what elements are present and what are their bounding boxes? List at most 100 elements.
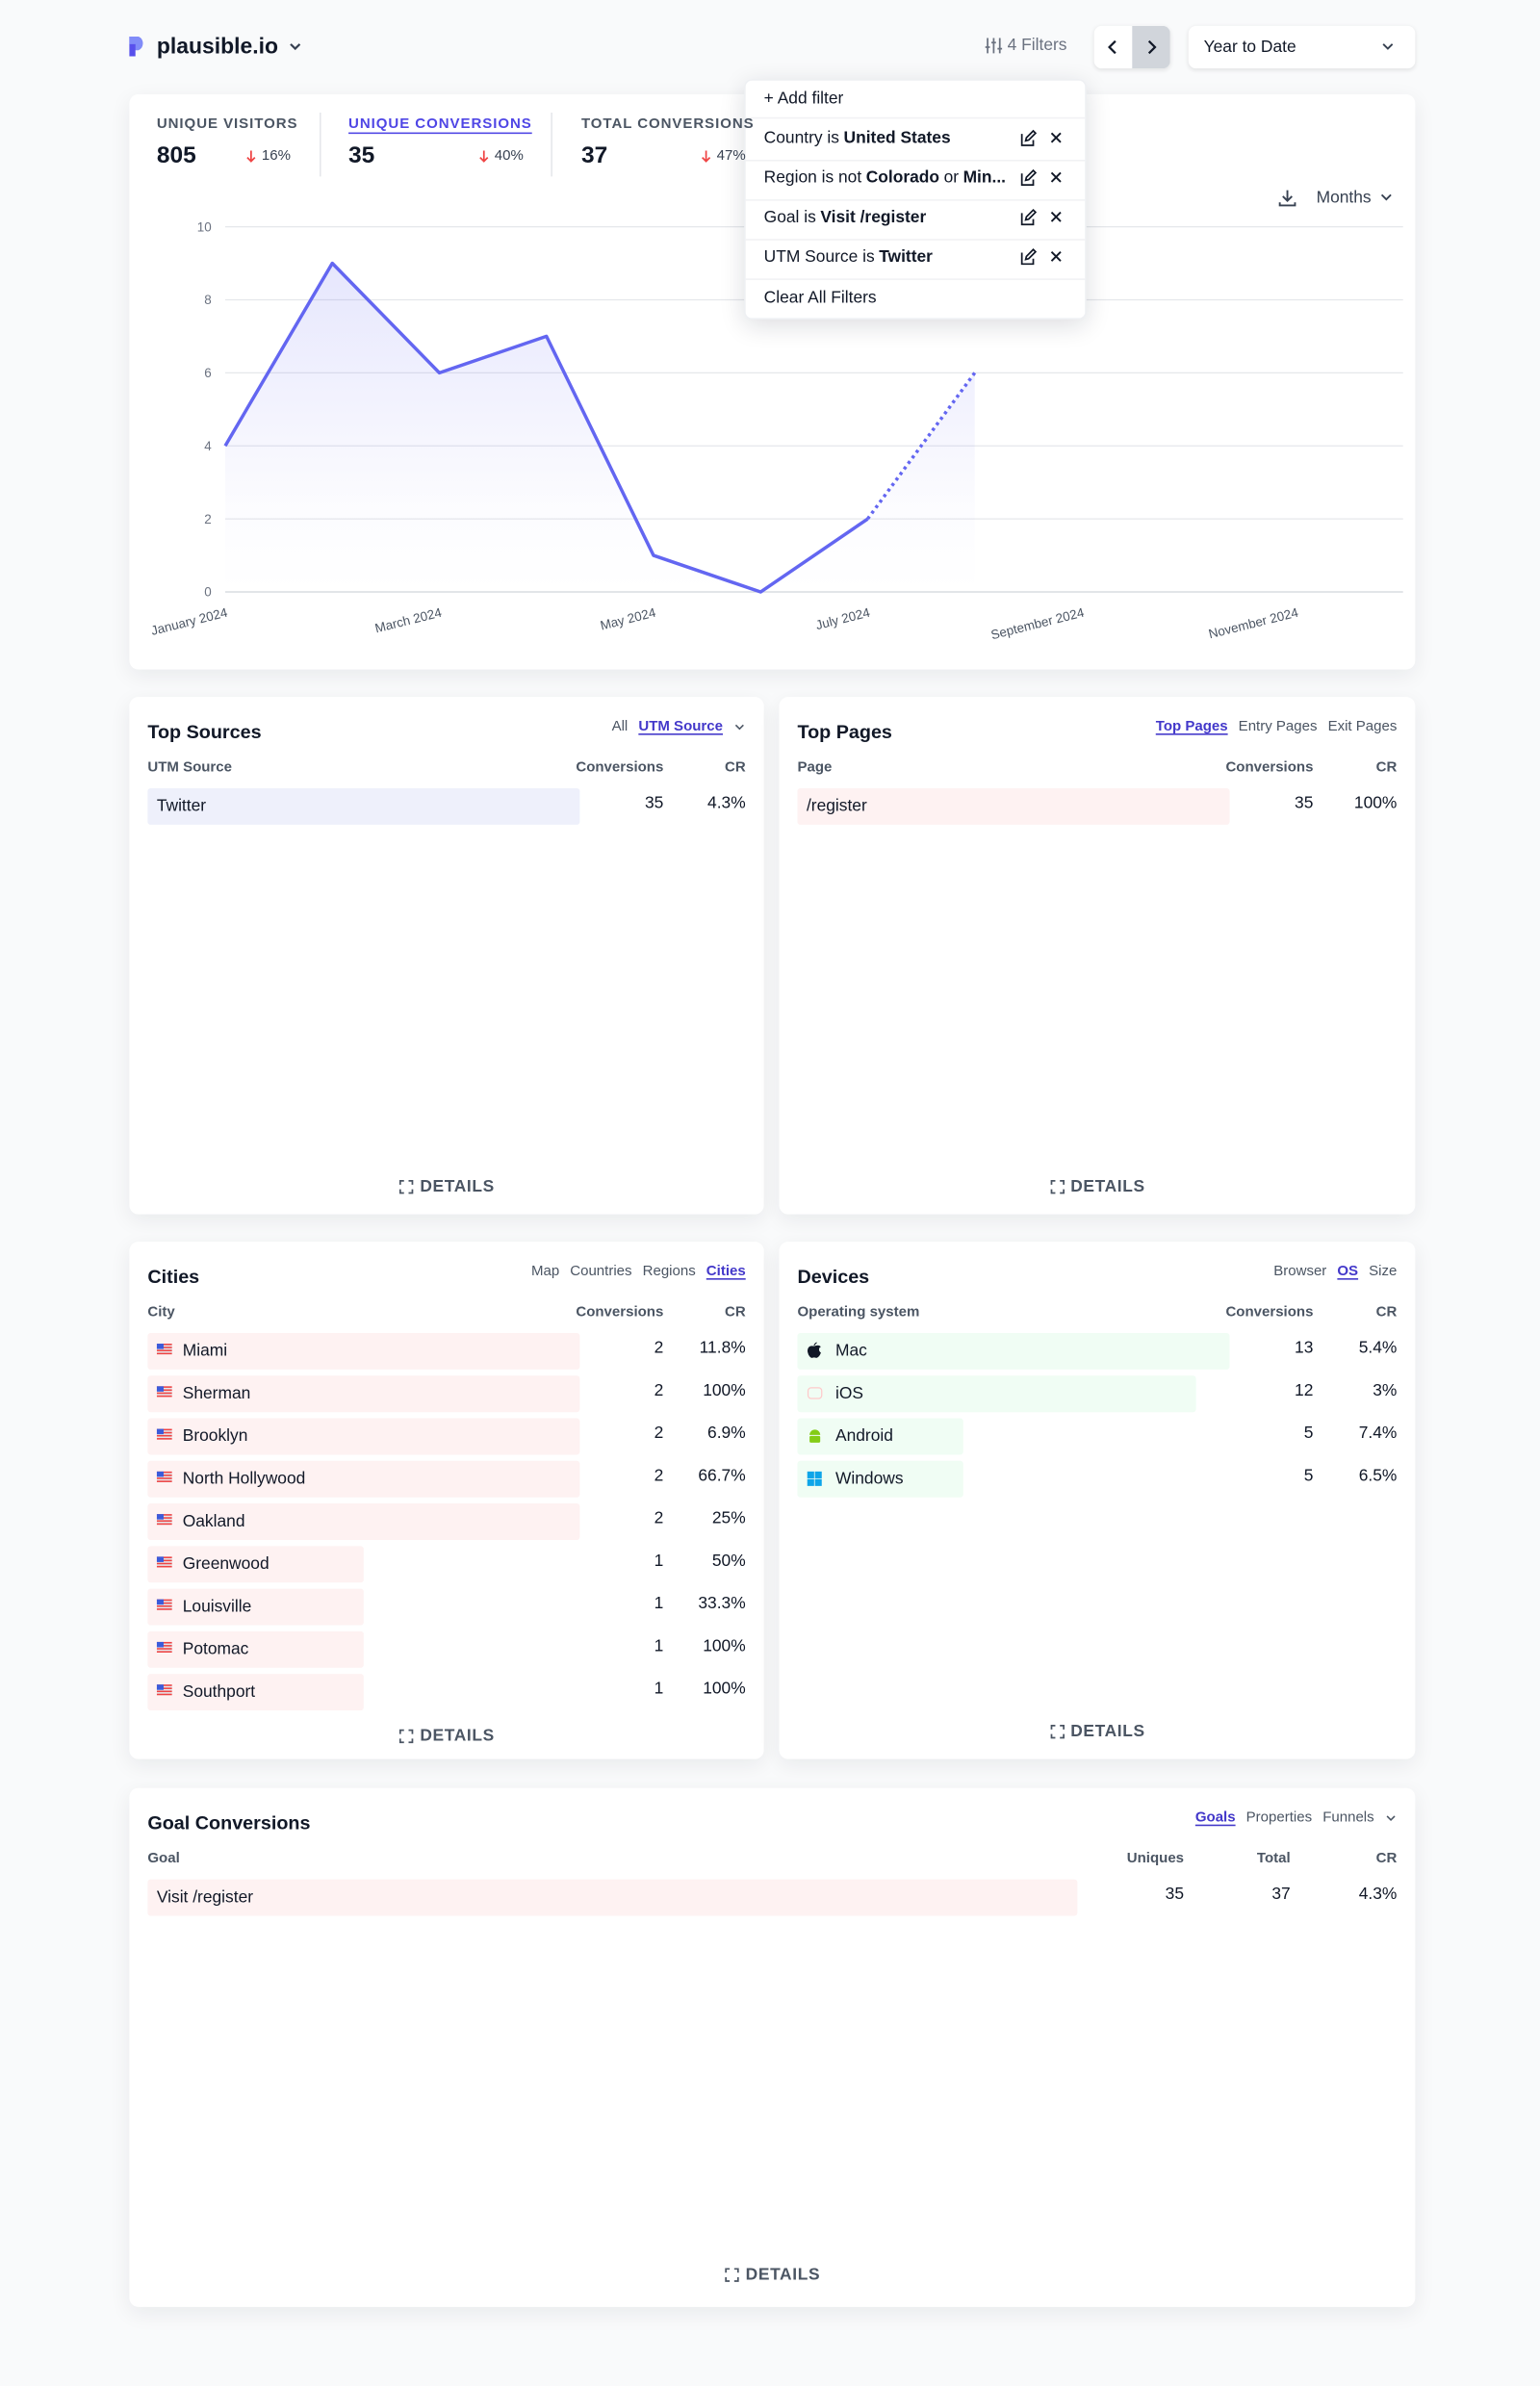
y-tick-label: 6	[204, 366, 211, 380]
details-button[interactable]: DETAILS	[420, 1177, 495, 1196]
column-header: CR	[1375, 1303, 1398, 1321]
remove-icon[interactable]	[1050, 132, 1062, 143]
row-value: 100%	[703, 1637, 746, 1656]
filter-actions[interactable]	[1019, 248, 1074, 267]
panel-tabs: Top Pages Entry Pages Exit Pages	[1156, 717, 1398, 738]
row-label[interactable]: Oakland	[182, 1512, 245, 1531]
row-label[interactable]: /register	[806, 797, 867, 816]
period-label[interactable]: Year to Date	[1203, 38, 1296, 57]
row-icon	[807, 1387, 823, 1399]
row-label[interactable]: Android	[834, 1427, 893, 1446]
period-chevron[interactable]	[1380, 39, 1396, 55]
row-label[interactable]: Brooklyn	[182, 1427, 248, 1446]
column-header: Conversions	[576, 1303, 664, 1321]
panel-tab[interactable]: Top Pages	[1155, 718, 1228, 735]
panel-tab[interactable]: Countries	[570, 1263, 632, 1280]
panel-tab[interactable]: Map	[530, 1263, 560, 1280]
row-icon	[156, 1514, 172, 1526]
panel-tab[interactable]: Size	[1369, 1263, 1398, 1280]
filters-button[interactable]: 4 Filters	[1007, 36, 1067, 55]
edit-icon[interactable]	[1020, 248, 1038, 266]
add-filter[interactable]: + Add filter	[763, 90, 844, 109]
row-label[interactable]: iOS	[834, 1384, 863, 1403]
row-value: 50%	[711, 1552, 746, 1571]
chevron-shape	[1386, 1815, 1396, 1822]
edit-icon[interactable]	[1020, 168, 1038, 186]
stat-label[interactable]: UNIQUE CONVERSIONS	[348, 115, 532, 133]
period-picker[interactable]	[1188, 25, 1416, 69]
flag-stripe	[156, 1349, 172, 1351]
details-button[interactable]: DETAILS	[1070, 1722, 1145, 1741]
details-button[interactable]: DETAILS	[1070, 1177, 1145, 1196]
filter-item[interactable]: Goal is Visit /register	[764, 205, 1014, 229]
row-value: 3%	[1373, 1381, 1398, 1400]
ios-icon	[807, 1387, 823, 1399]
filter-item[interactable]: Region is not Colorado or Min...	[764, 166, 1014, 190]
graph-line	[223, 261, 869, 594]
tab-chevron[interactable]	[1385, 1812, 1398, 1825]
remove-icon[interactable]	[1050, 171, 1062, 183]
panel-tab[interactable]: All	[611, 718, 629, 735]
panel-tab[interactable]: Goals	[1194, 1809, 1236, 1827]
row-label[interactable]: Visit /register	[156, 1888, 254, 1908]
site-name[interactable]: plausible.io	[156, 35, 278, 60]
edit-icon[interactable]	[1020, 208, 1038, 226]
details-button[interactable]: DETAILS	[745, 2266, 821, 2285]
stat-change: 47%	[716, 147, 746, 165]
filter-item[interactable]: Country is United States	[764, 126, 1014, 150]
clear-filters[interactable]: Clear All Filters	[763, 289, 877, 308]
flag-stripe	[156, 1562, 172, 1565]
details-icon[interactable]	[398, 1729, 414, 1744]
flag-stripe	[156, 1386, 172, 1388]
row-value: 6.9%	[707, 1424, 746, 1443]
flag-canton	[156, 1641, 164, 1648]
download-icon[interactable]	[1278, 190, 1296, 207]
row-label[interactable]: North Hollywood	[182, 1470, 306, 1489]
filter-actions[interactable]	[1019, 168, 1074, 187]
panel-tab[interactable]: Properties	[1245, 1809, 1313, 1827]
row-label[interactable]: Miami	[182, 1342, 228, 1361]
period-arrows[interactable]	[1094, 26, 1170, 68]
panel-tab[interactable]: Entry Pages	[1238, 718, 1318, 735]
details-icon[interactable]	[1049, 1179, 1065, 1194]
panel-tab[interactable]: Exit Pages	[1327, 718, 1398, 735]
row-icon	[807, 1471, 822, 1486]
panel-tab[interactable]: Funnels	[1322, 1809, 1374, 1827]
next-period-bg[interactable]	[1132, 25, 1170, 69]
panel-tab[interactable]: Cities	[706, 1263, 746, 1280]
row-label[interactable]: Windows	[834, 1470, 904, 1489]
change-arrow	[479, 150, 489, 163]
flag-stripe	[156, 1352, 172, 1355]
interval-picker[interactable]: Months	[1316, 189, 1372, 208]
filter-text: Min...	[962, 168, 1007, 188]
filter-item[interactable]: UTM Source is Twitter	[764, 245, 1014, 269]
row-label[interactable]: Potomac	[182, 1640, 249, 1659]
row-label[interactable]: Twitter	[156, 797, 207, 816]
graph-area	[224, 263, 975, 593]
details-button[interactable]: DETAILS	[420, 1727, 495, 1746]
filter-actions[interactable]	[1019, 208, 1074, 227]
remove-icon[interactable]	[1050, 211, 1062, 222]
interval-chevron[interactable]	[1380, 193, 1392, 201]
row-label[interactable]: Greenwood	[182, 1554, 270, 1574]
details-icon[interactable]	[725, 2268, 740, 2283]
remove-icon[interactable]	[1050, 250, 1062, 262]
edit-icon[interactable]	[1020, 129, 1038, 146]
tab-chevron[interactable]	[733, 721, 746, 733]
flag-bg	[156, 1344, 172, 1355]
stat-value: 37	[580, 142, 608, 169]
filter-actions[interactable]	[1019, 129, 1074, 147]
row-label[interactable]: Mac	[834, 1342, 867, 1361]
row-label[interactable]: Louisville	[182, 1598, 252, 1617]
panel-tab[interactable]: Browser	[1273, 1263, 1327, 1280]
details-icon[interactable]	[1049, 1724, 1065, 1739]
row-label[interactable]: Sherman	[182, 1384, 251, 1403]
site-chevron[interactable]	[288, 39, 303, 55]
stat-label[interactable]: UNIQUE VISITORS	[156, 115, 298, 133]
panel-tab[interactable]: UTM Source	[638, 718, 723, 735]
stat-label[interactable]: TOTAL CONVERSIONS	[580, 115, 755, 133]
row-label[interactable]: Southport	[182, 1682, 256, 1702]
panel-tab[interactable]: Regions	[642, 1263, 696, 1280]
panel-tab[interactable]: OS	[1337, 1263, 1359, 1280]
details-icon[interactable]	[398, 1179, 414, 1194]
